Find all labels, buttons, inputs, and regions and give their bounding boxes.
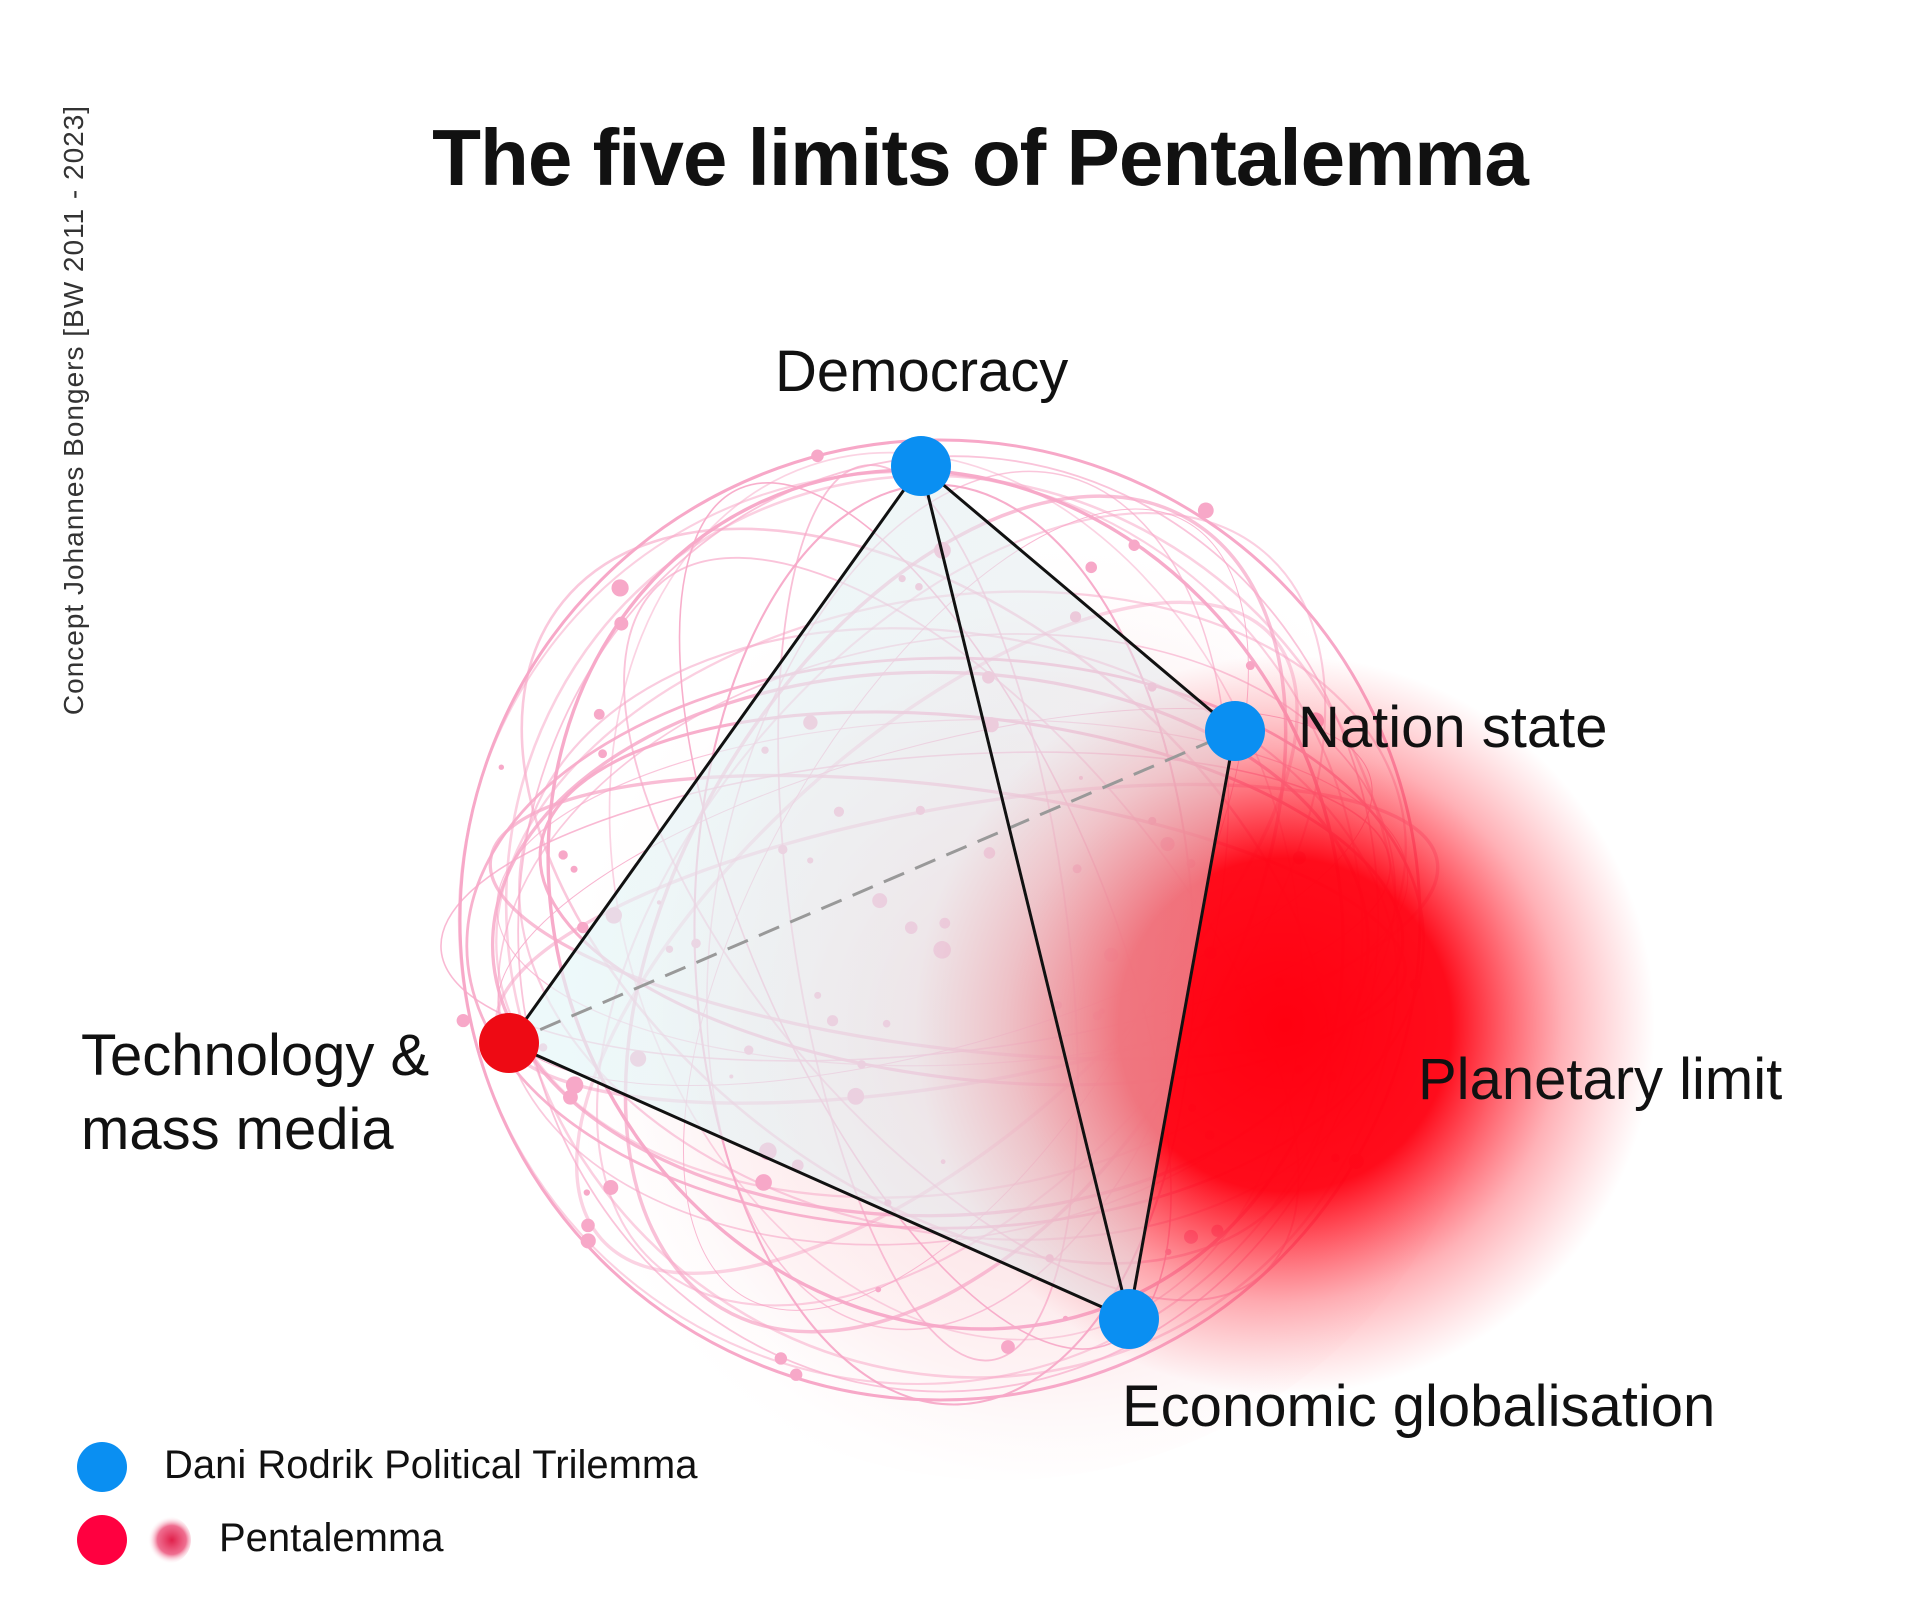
legend-trilemma-swatch [77, 1442, 127, 1492]
edge-democracy-economy [919, 465, 1131, 1320]
label-technology-line1: Technology & [81, 1023, 430, 1088]
edge-nation-economy [1127, 730, 1237, 1320]
sphere-dot [570, 865, 578, 873]
sphere-dot [456, 1013, 470, 1028]
hidden-edge [508, 729, 1236, 1045]
edge-tech-economy [508, 1041, 1130, 1321]
sphere-dot [581, 1218, 595, 1233]
credit-text: Concept Johannes Bongers [BW 2011 - 2023… [58, 104, 89, 716]
sphere-dot [580, 1233, 596, 1249]
sphere-dot [583, 1189, 591, 1196]
label-technology-line2: mass media [81, 1097, 394, 1162]
sphere-dot [875, 1286, 882, 1293]
sphere-dot [603, 1179, 619, 1195]
sphere-dot [755, 1174, 772, 1191]
sphere-dot [614, 616, 629, 631]
sphere-dot [811, 449, 824, 463]
sphere-dot [498, 764, 505, 770]
sphere-dot [558, 850, 568, 860]
legend-pentalemma-blur-swatch [143, 1516, 191, 1564]
sphere-dot [593, 708, 605, 720]
sphere-dot [1128, 539, 1140, 551]
sphere-dot [577, 921, 589, 934]
edge-democracy-tech [507, 465, 923, 1044]
label-nation-state: Nation state [1298, 695, 1608, 760]
democracy-node [891, 436, 951, 496]
sphere-dot [611, 579, 629, 597]
sphere-dot [774, 1352, 788, 1365]
sphere-dot [1085, 561, 1098, 574]
nation-state-node [1205, 701, 1265, 761]
edge-democracy-nation [920, 464, 1236, 733]
sphere-dot [563, 1089, 578, 1105]
tetrahedron-face [509, 466, 1235, 1319]
label-economic-globalisation: Economic globalisation [1122, 1374, 1716, 1439]
label-planetary-limit: Planetary limit [1418, 1047, 1783, 1112]
technology-node [479, 1013, 539, 1073]
legend-pentalemma-label: Pentalemma [219, 1516, 444, 1560]
label-democracy: Democracy [775, 339, 1069, 404]
sphere-dot [565, 1076, 584, 1094]
legend-pentalemma-swatch [77, 1515, 127, 1565]
page-title: The five limits of Pentalemma [432, 113, 1529, 202]
tetrahedron-edges [507, 464, 1237, 1321]
sphere-dot [598, 749, 607, 759]
economic-globalisation-node [1099, 1289, 1159, 1349]
sphere-dot [1197, 502, 1214, 519]
sphere-dot [789, 1368, 803, 1381]
sphere-dot [1001, 1340, 1015, 1354]
legend-trilemma-label: Dani Rodrik Political Trilemma [164, 1443, 698, 1487]
